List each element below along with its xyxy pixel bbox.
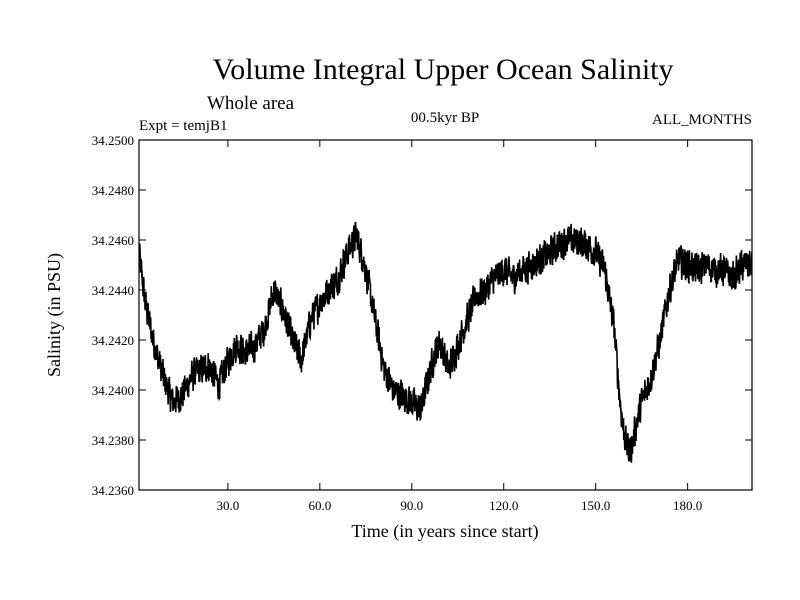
- experiment-label: Expt = temjB1: [139, 118, 227, 134]
- series-layer: [139, 221, 752, 463]
- y-tick-label: 34.2420: [92, 333, 134, 348]
- period-label: 00.5kyr BP: [411, 110, 479, 126]
- x-tick-label: 30.0: [217, 498, 240, 513]
- y-axis-label: Salinity (in PSU): [44, 253, 65, 377]
- salinity-series-line: [139, 221, 752, 463]
- y-tick-label: 34.2500: [92, 133, 134, 148]
- y-tick-label: 34.2460: [92, 233, 134, 248]
- x-tick-label: 120.0: [489, 498, 518, 513]
- months-label: ALL_MONTHS: [652, 112, 752, 128]
- chart-title: Volume Integral Upper Ocean Salinity: [213, 53, 674, 86]
- y-tick-label: 34.2480: [92, 183, 134, 198]
- x-tick-label: 180.0: [673, 498, 702, 513]
- chart-subtitle: Whole area: [207, 93, 295, 114]
- x-tick-label: 90.0: [400, 498, 423, 513]
- y-tick-label: 34.2360: [92, 483, 134, 498]
- y-tick-label: 34.2380: [92, 433, 134, 448]
- x-tick-label: 150.0: [581, 498, 610, 513]
- y-tick-label: 34.2440: [92, 283, 134, 298]
- plot-frame: [138, 139, 753, 491]
- x-axis: 30.0 60.0 90.0 120.0 150.0 180.0: [217, 140, 702, 513]
- y-axis: 34.2360 34.2380 34.2400 34.2420 34.2440 34.24…: [92, 133, 752, 498]
- x-tick-label: 60.0: [308, 498, 331, 513]
- y-tick-label: 34.2400: [92, 383, 134, 398]
- x-axis-label: Time (in years since start): [351, 521, 538, 542]
